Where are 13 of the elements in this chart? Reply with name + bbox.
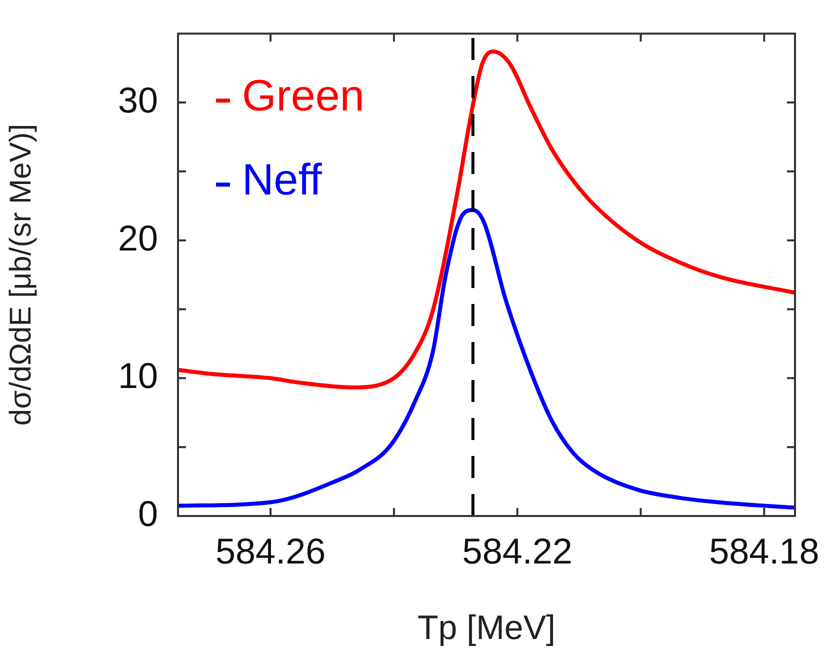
y-tick-label: 20: [118, 217, 158, 258]
y-tick-label: 10: [118, 355, 158, 396]
legend-label: Green: [242, 72, 364, 121]
y-tick-label: 30: [118, 79, 158, 120]
legend-label: Neff: [242, 156, 323, 205]
x-axis-title: Tp [MeV]: [418, 608, 556, 647]
x-tick-label: 584.26: [215, 530, 326, 572]
y-tick-label: 0: [138, 492, 158, 534]
line-series: [178, 208, 795, 510]
x-tick-label: 584.22: [462, 530, 572, 572]
x-tick-label: 584.18: [709, 530, 820, 572]
line-series: [178, 50, 795, 390]
y-axis-title: dσ/dΩdE [μb/(sr MeV)]: [4, 124, 38, 426]
